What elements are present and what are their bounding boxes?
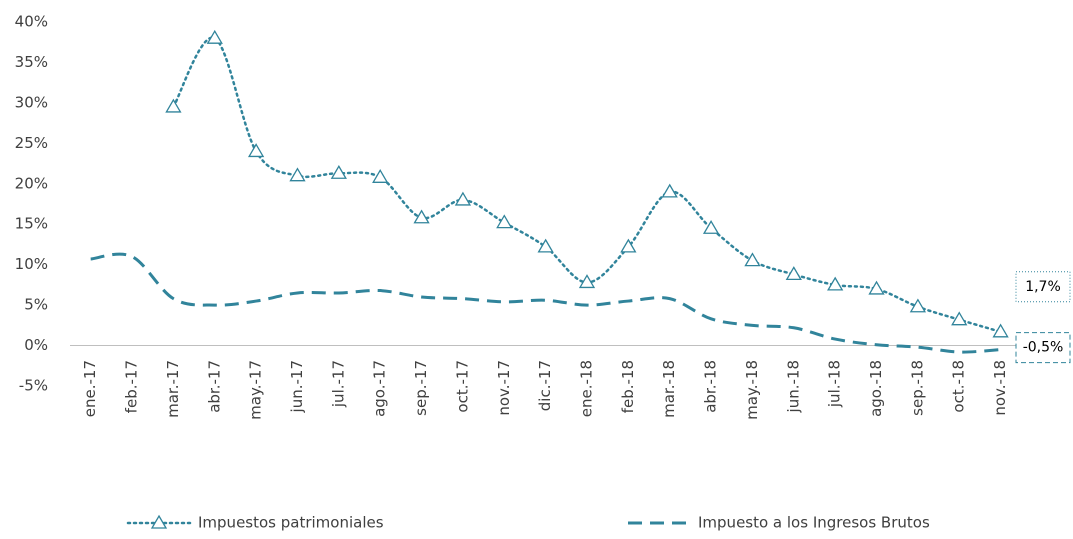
marker [620,238,637,253]
x-tick-label: oct.-18 [950,360,968,413]
y-tick-label: 15% [15,215,48,233]
marker [496,214,513,229]
x-tick-label: nov.-18 [991,360,1009,416]
x-tick-label: sep.-18 [908,360,926,416]
marker [578,274,596,289]
marker [909,298,927,313]
marker [827,276,844,291]
y-tick-label: 10% [15,255,48,273]
marker [868,280,885,295]
x-tick-label: may.-18 [743,360,761,420]
x-tick-label: jun.-18 [784,360,802,413]
x-tick-label: feb.-18 [619,360,637,413]
legend-label: Impuesto a los Ingresos Brutos [698,514,930,532]
y-tick-label: 35% [15,53,48,71]
x-tick-label: abr.-17 [205,360,223,413]
x-tick-label: jun.-17 [288,360,306,413]
marker [413,209,430,224]
marker [744,252,761,267]
x-tick-label: ago.-18 [867,360,885,417]
y-tick-label: 25% [15,134,48,152]
series-line [90,252,1001,354]
x-tick-label: oct.-17 [453,360,471,413]
x-tick-label: mar.-17 [164,360,182,418]
marker [992,323,1009,338]
x-tick-label: ago.-17 [371,360,389,417]
marker [330,164,347,179]
data-label: 1,7% [1025,279,1061,295]
data-label: -0,5% [1023,340,1064,356]
legend-label: Impuestos patrimoniales [198,514,384,532]
marker [372,169,389,183]
marker [661,183,678,198]
data-label-box [1015,332,1071,364]
marker [289,167,306,182]
x-tick-label: jul.-18 [826,360,844,408]
y-tick-label: 40% [15,13,48,31]
marker [165,98,182,113]
marker [247,143,265,158]
x-tick-label: may.-17 [247,360,265,420]
x-tick-label: sep.-17 [412,360,430,416]
x-tick-label: dic.-17 [536,360,554,411]
x-tick-label: mar.-18 [660,360,678,418]
x-tick-label: abr.-18 [702,360,720,413]
y-tick-label: 5% [24,296,48,314]
marker [702,219,720,234]
y-tick-label: 0% [24,336,48,354]
y-tick-label: -5% [19,377,48,395]
data-label-box [1015,271,1071,303]
marker [206,29,223,44]
x-tick-label: feb.-17 [123,360,141,413]
marker [951,311,968,326]
marker [537,238,554,253]
marker [454,191,472,206]
legend-marker [150,514,168,529]
x-tick-label: jul.-17 [329,360,347,408]
x-tick-label: ene.-17 [81,360,99,417]
marker [785,266,802,281]
y-tick-label: 20% [15,174,48,192]
x-tick-label: nov.-17 [495,360,513,416]
x-tick-label: ene.-18 [578,360,596,417]
y-tick-label: 30% [15,93,48,111]
